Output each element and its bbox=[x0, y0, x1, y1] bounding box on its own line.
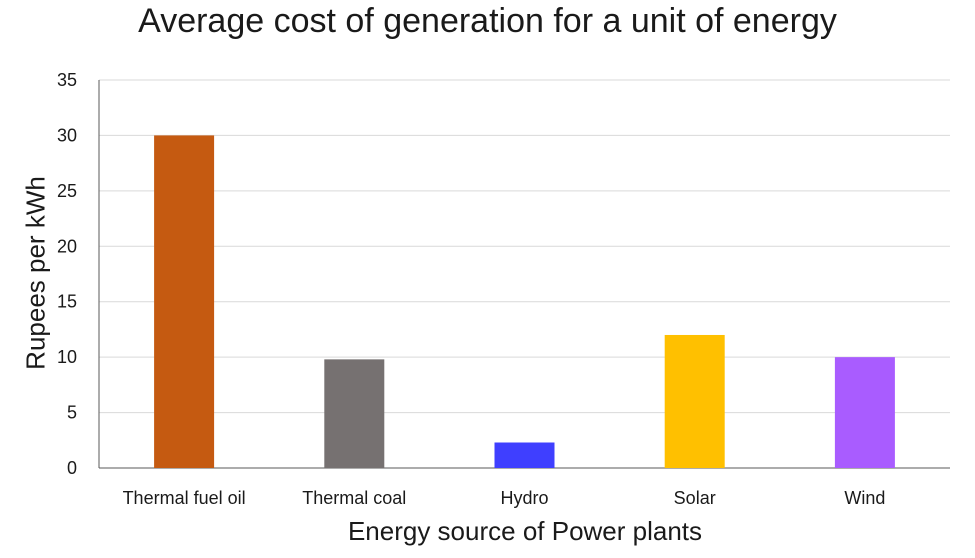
y-tick-label: 5 bbox=[67, 403, 77, 423]
y-tick-label: 15 bbox=[57, 292, 77, 312]
x-tick-label: Thermal fuel oil bbox=[123, 488, 246, 508]
y-tick-label: 0 bbox=[67, 458, 77, 478]
bar bbox=[324, 359, 385, 468]
bar bbox=[834, 357, 895, 468]
y-tick-label: 30 bbox=[57, 125, 77, 145]
x-axis-label: Energy source of Power plants bbox=[347, 516, 703, 546]
x-tick-label: Wind bbox=[844, 488, 885, 508]
chart-title: Average cost of generation for a unit of… bbox=[138, 2, 837, 40]
bar bbox=[494, 442, 555, 468]
x-tick-label: Thermal coal bbox=[302, 488, 406, 508]
y-tick-label: 20 bbox=[57, 236, 77, 256]
x-tick-label: Solar bbox=[674, 488, 716, 508]
bar bbox=[664, 334, 725, 468]
y-tick-label: 35 bbox=[57, 70, 77, 90]
x-tick-label: Hydro bbox=[500, 488, 548, 508]
y-axis-label: Rupees per kWh bbox=[20, 176, 51, 370]
bar bbox=[154, 135, 215, 468]
y-tick-label: 25 bbox=[57, 181, 77, 201]
y-tick-label: 10 bbox=[57, 347, 77, 367]
